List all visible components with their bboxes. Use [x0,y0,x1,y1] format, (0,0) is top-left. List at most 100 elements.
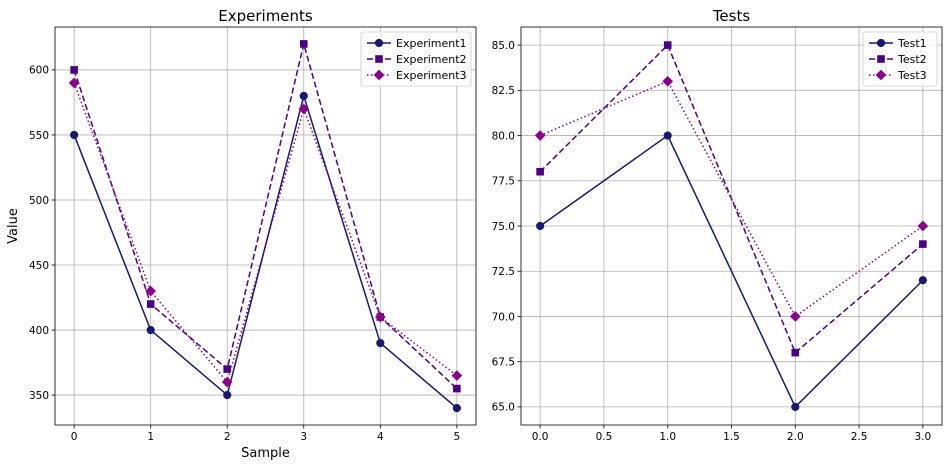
data-point [918,276,927,285]
y-tick-label: 550 [29,130,49,142]
series-test3 [534,75,929,322]
plot-frame [54,26,477,426]
y-tick-label: 72.5 [492,266,515,278]
data-point [789,311,801,322]
data-point [145,285,156,297]
legend-marker [375,55,383,63]
legend-entry: Test3 [869,69,927,82]
data-point [791,402,800,412]
data-point [662,75,674,87]
legend-marker [876,38,886,48]
data-point [536,221,545,231]
y-tick-label: 500 [29,195,49,207]
y-tick-label: 75.0 [492,221,515,233]
series-line [73,43,458,390]
data-point [375,311,386,323]
y-tick-label: 67.5 [492,356,515,368]
data-point [534,130,546,141]
series-line [539,134,924,409]
x-tick-label: 4 [377,431,384,443]
data-point [223,390,232,400]
data-point [68,77,80,89]
data-point [919,240,927,248]
data-point [299,91,308,101]
experiments-chart: 0 1 2 3 4 5 350 400 450 500 550 600 Experiments Sampl… [6,7,477,461]
y-axis: 350 400 450 500 550 600 [29,65,55,402]
legend-label: Test2 [897,53,927,66]
series-experiment2 [70,40,461,393]
legend-label: Test3 [897,69,927,82]
x-axis: 0.0 0.5 1.0 1.5 2.0 2.5 3.0 [532,425,931,443]
legend-label: Test1 [897,37,927,50]
legend-label: Experiment2 [396,53,467,66]
y-tick-label: 77.5 [492,176,515,188]
grid [521,27,942,425]
x-tick-label: 0.5 [596,431,613,443]
series-line [73,93,458,409]
x-tick-label: 2 [224,431,231,443]
data-point [453,384,461,393]
x-tick-label: 2.0 [787,431,804,443]
y-tick-label: 80.0 [492,130,515,142]
legend-entry: Test1 [869,37,927,50]
data-point [298,103,310,115]
legend-label: Experiment3 [396,69,467,82]
data-point [146,300,155,308]
data-point [451,370,463,381]
legend-marker [374,38,384,48]
data-point [70,66,78,74]
legend-box [360,31,472,87]
legend-label: Experiment1 [396,37,467,50]
x-tick-label: 5 [454,431,461,443]
legend: Test1 Test2 Test3 [862,31,938,87]
y-tick-label: 600 [29,65,49,77]
data-point [376,338,385,348]
x-axis-label: Sample [241,446,290,461]
tests-chart: 0.0 0.5 1.0 1.5 2.0 2.5 3.0 65.0 67.5 70.0 72.5 75.… [492,7,943,443]
data-point [663,131,672,140]
data-point [299,40,308,48]
x-tick-label: 3 [300,431,307,443]
x-tick-label: 0 [71,431,78,443]
data-point [223,365,232,373]
x-tick-label: 0.0 [532,431,549,443]
data-point [70,130,79,140]
series-line [539,80,924,318]
y-tick-label: 400 [29,325,49,337]
y-tick-label: 82.5 [492,85,515,97]
x-tick-label: 2.5 [851,431,868,443]
series-experiment1 [70,91,461,413]
chart-title: Tests [712,7,751,25]
y-tick-label: 65.0 [492,402,515,414]
data-point [221,376,233,388]
y-tick-label: 450 [29,260,49,272]
x-tick-label: 1.0 [659,431,676,443]
legend-entry: Experiment1 [367,37,467,50]
legend-marker [875,69,887,81]
x-tick-label: 1.5 [723,431,740,443]
legend: Experiment1 Experiment2 Experiment3 [360,31,472,87]
x-axis: 0 1 2 3 4 5 [71,425,460,443]
data-point [146,325,155,335]
legend-entry: Experiment3 [367,69,467,82]
chart-title: Experiments [218,7,313,25]
series-line [73,82,458,384]
y-axis-label: Value [6,208,21,244]
y-tick-label: 350 [29,390,49,402]
data-point [452,403,461,413]
legend-marker [373,69,385,81]
legend-marker [877,55,885,63]
data-point [791,348,800,357]
series-experiment3 [68,77,463,388]
data-point [917,220,929,232]
y-tick-label: 70.0 [492,311,515,323]
legend-entry: Test2 [869,53,927,66]
data-point [663,41,672,49]
series-test1 [536,131,927,412]
y-axis: 65.0 67.5 70.0 72.5 75.0 77.5 80.0 82.5 85.0 [492,40,521,414]
x-tick-label: 1 [147,431,154,443]
y-tick-label: 85.0 [492,40,515,52]
x-tick-label: 3.0 [915,431,932,443]
data-point [536,167,544,176]
